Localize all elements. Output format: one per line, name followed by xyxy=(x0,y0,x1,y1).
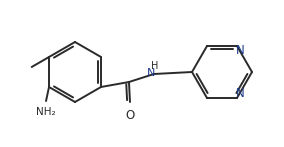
Text: N: N xyxy=(236,44,244,56)
Text: O: O xyxy=(125,109,135,122)
Text: NH₂: NH₂ xyxy=(36,107,56,117)
Text: H: H xyxy=(151,61,159,71)
Text: N: N xyxy=(147,68,155,78)
Text: N: N xyxy=(236,87,244,101)
